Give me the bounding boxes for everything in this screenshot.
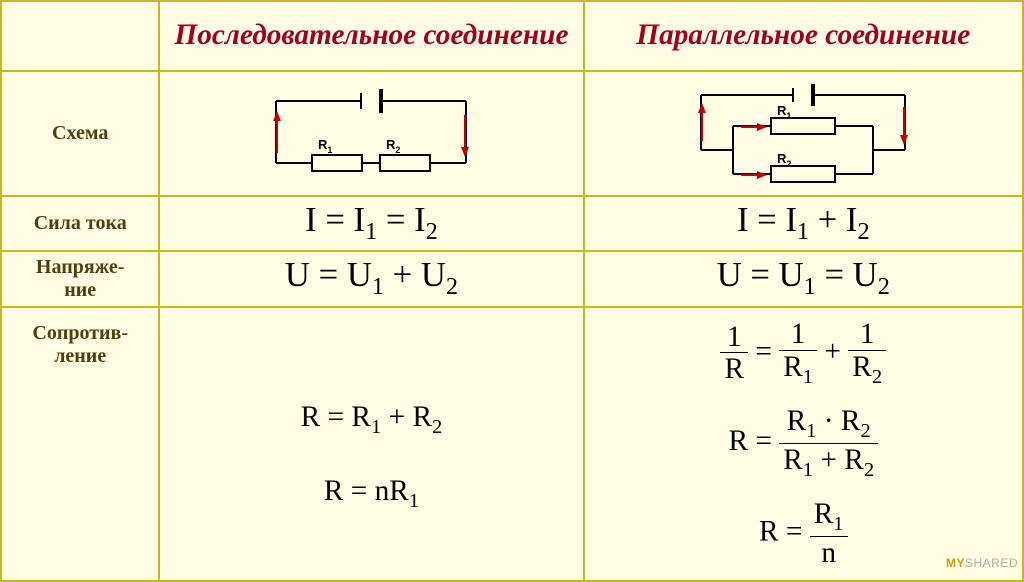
voltage-label: Напряже- ние [1,251,159,307]
current-row: Сила тока I = I1 = I2 I = I1 + I2 [1,196,1023,251]
comparison-table: Последовательное соединение Параллельное… [0,0,1024,582]
parallel-circuit-diagram: R1 R2 [589,77,1018,191]
resistance-row: Сопротив- ление R = R1 + R2 R = nR1 1R = [1,307,1023,581]
series-circuit-diagram: R1 R2 [164,79,578,189]
schema-parallel-cell: R1 R2 [584,71,1023,196]
watermark: MYSHARED [946,556,1018,570]
resistance-series-formulas: R = R1 + R2 R = nR1 [159,307,583,581]
voltage-row: Напряже- ние U = U1 + U2 U = U1 = U2 [1,251,1023,307]
slide-background: Последовательное соединение Параллельное… [0,0,1024,574]
schema-label: Схема [1,71,159,196]
resistance-parallel-formula-1: 1R = 1R1 + 1R2 [720,319,886,388]
svg-text:R1: R1 [318,137,332,155]
resistance-label: Сопротив- ление [1,307,159,581]
header-row: Последовательное соединение Параллельное… [1,1,1023,71]
schema-row: Схема [1,71,1023,196]
svg-text:R2: R2 [386,137,400,155]
current-label: Сила тока [1,196,159,251]
schema-series-cell: R1 R2 [159,71,583,196]
resistance-parallel-formula-2: R = R1 · R2 R1 + R2 [728,406,878,481]
voltage-series-formula: U = U1 + U2 [159,251,583,307]
current-series-formula: I = I1 = I2 [159,196,583,251]
header-empty [1,1,159,71]
current-parallel-formula: I = I1 + I2 [584,196,1023,251]
voltage-parallel-formula: U = U1 = U2 [584,251,1023,307]
header-series: Последовательное соединение [159,1,583,71]
resistance-parallel-formulas: 1R = 1R1 + 1R2 R = R1 · R2 R1 + R2 [584,307,1023,581]
header-parallel: Параллельное соединение [584,1,1023,71]
resistance-parallel-formula-3: R = R1 n [759,499,848,569]
